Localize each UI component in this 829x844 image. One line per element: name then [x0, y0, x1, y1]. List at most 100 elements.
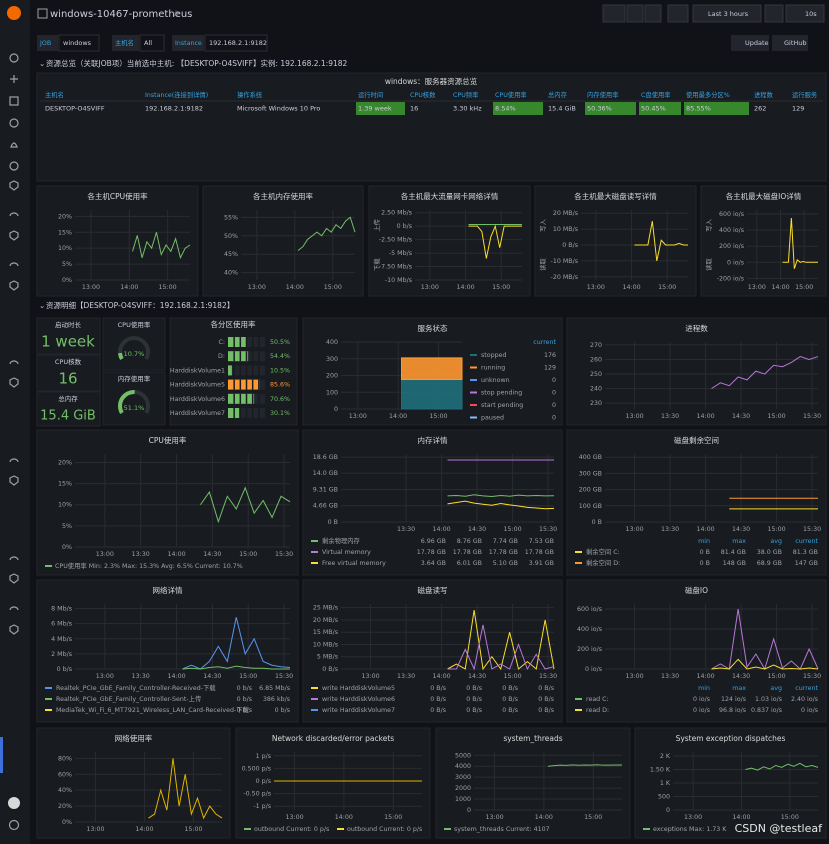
shield-icon[interactable]: [9, 280, 19, 291]
search-icon[interactable]: [9, 53, 19, 63]
panel: [302, 579, 563, 723]
time-picker[interactable]: [692, 4, 762, 23]
partition-bar: [228, 351, 249, 362]
legend-cell[interactable]: outbound Current: 0 p/s: [347, 826, 422, 833]
alert-icon[interactable]: [10, 142, 18, 148]
legend-cell[interactable]: Free virtual memory: [322, 560, 386, 567]
legend-cell[interactable]: unknown: [481, 377, 510, 384]
star-icon[interactable]: ☆: [172, 10, 180, 20]
legend-cell[interactable]: start pending: [481, 402, 523, 409]
legend-cell[interactable]: Virtual memory: [322, 549, 371, 556]
legend-cell[interactable]: CPU使用率 Min: 2.3% Max: 15.3% Avg: 6.5% Cu…: [55, 561, 243, 570]
zoom-out[interactable]: [764, 4, 784, 23]
x-tick-label: 15:00: [384, 814, 402, 821]
table-header: 进程数: [754, 90, 774, 99]
legend-cell[interactable]: read C:: [586, 696, 609, 703]
apps-icon[interactable]: [37, 8, 48, 19]
legend-cell[interactable]: 剩余空间 D:: [586, 558, 620, 567]
shield-icon[interactable]: [9, 624, 19, 635]
github-label[interactable]: GitHub: [784, 39, 807, 47]
legend-cell[interactable]: write HarddiskVolume6: [322, 696, 395, 703]
save-button[interactable]: [626, 4, 644, 23]
explore-icon[interactable]: [9, 118, 19, 128]
gauge-value: [118, 390, 135, 414]
y-tick-label: 5000: [455, 752, 471, 759]
server-icon[interactable]: [9, 606, 19, 611]
shield-icon[interactable]: [9, 180, 19, 191]
shield-icon[interactable]: [9, 475, 19, 486]
tv-button[interactable]: [667, 4, 689, 23]
series-line: [447, 610, 555, 671]
variable-value[interactable]: 192.168.2.1:9182: [209, 39, 267, 47]
row-header[interactable]: ⌄: [39, 59, 45, 68]
create-icon[interactable]: [10, 75, 18, 83]
legend-cell: 147 GB: [795, 560, 818, 567]
graph-button[interactable]: [602, 4, 626, 23]
legend-swatch: [470, 354, 477, 356]
help-icon[interactable]: [8, 819, 20, 831]
legend-cell[interactable]: write HarddiskVolume5: [322, 685, 395, 692]
github-button[interactable]: [772, 35, 808, 51]
variable-select[interactable]: [204, 34, 268, 52]
time-range[interactable]: Last 3 hours: [708, 10, 749, 18]
legend-cell[interactable]: system_threads Current: 4107: [454, 826, 550, 833]
legend-cell: 0 B/s: [538, 696, 554, 703]
variable-label: Instance: [175, 40, 202, 47]
x-tick-label: 13:00: [96, 551, 114, 558]
legend-cell[interactable]: 剩余空间 C:: [586, 547, 620, 556]
panel-title: 内存详情: [418, 435, 448, 445]
legend-cell[interactable]: paused: [481, 415, 504, 422]
logo[interactable]: [7, 6, 21, 20]
series-line: [711, 356, 819, 390]
variable-select[interactable]: [58, 34, 100, 52]
legend-cell: 0 io/s: [693, 707, 710, 714]
legend-cell: 176: [544, 352, 556, 359]
shield-icon[interactable]: [9, 230, 19, 241]
stat-title: 总内存: [58, 394, 78, 403]
row-title[interactable]: 资源总览（关联JOB项）当前选中主机: 【DESKTOP-O4SVIFF】实例:…: [46, 58, 348, 68]
update-button[interactable]: [731, 35, 769, 51]
y-tick-label: 10 MB/s: [553, 226, 578, 233]
settings-button[interactable]: [644, 4, 662, 23]
shield-icon[interactable]: [9, 377, 19, 388]
legend-cell[interactable]: Realtek_PCIe_GbE_Family_Controller-Recei…: [56, 683, 216, 692]
dashboards-icon[interactable]: [9, 96, 19, 106]
legend-cell[interactable]: 剩余物理内存: [322, 536, 360, 545]
variable-value[interactable]: All: [144, 39, 152, 47]
shield-icon[interactable]: [9, 573, 19, 584]
partition-value: 10.5%: [270, 367, 290, 374]
y-tick-label: 0%: [62, 277, 72, 284]
server-icon[interactable]: [9, 458, 19, 463]
row-title[interactable]: 资源明细【DESKTOP-O4SVIFF：192.168.2.1:9182】: [46, 300, 234, 310]
legend-cell[interactable]: Realtek_PCIe_GbE_Family_Controller-Sent-…: [56, 694, 201, 703]
legend-cell[interactable]: MediaTek_Wi_Fi_6_MT7921_Wireless_LAN_Car…: [56, 705, 250, 714]
server-icon[interactable]: [9, 212, 19, 217]
variable-value[interactable]: windows: [63, 39, 92, 47]
refresh-interval[interactable]: 10s: [805, 10, 817, 18]
row-header[interactable]: ⌄: [39, 301, 45, 310]
refresh-picker[interactable]: [785, 4, 825, 23]
server-icon[interactable]: [9, 556, 19, 561]
x-tick-label: 15:30: [803, 526, 821, 533]
x-tick-label: 13:30: [397, 673, 415, 680]
legend-cell[interactable]: outbound Current: 0 p/s: [254, 826, 329, 833]
update-label[interactable]: Update: [745, 39, 769, 47]
server-icon[interactable]: [9, 360, 19, 365]
legend-cell: 0 B/s: [538, 707, 554, 714]
legend-cell[interactable]: running: [481, 365, 505, 372]
server-icon[interactable]: [9, 262, 19, 267]
legend-cell[interactable]: read D:: [586, 707, 609, 714]
avatar[interactable]: [8, 797, 20, 809]
legend-cell[interactable]: exceptions Max: 1.73 K: [653, 826, 727, 833]
x-tick-label: 14:00: [771, 284, 789, 291]
y-tick-label: 18.6 GB: [313, 454, 338, 461]
variable-select[interactable]: [139, 34, 165, 52]
legend-cell[interactable]: write HarddiskVolume7: [322, 707, 395, 714]
y-tick-label: 2000: [455, 785, 471, 792]
legend-cell[interactable]: stop pending: [481, 390, 522, 397]
config-icon[interactable]: [9, 161, 19, 171]
table-cell[interactable]: 192.168.2.1:9182: [145, 105, 203, 113]
dashboard-title[interactable]: windows-10467-prometheus: [50, 9, 192, 20]
x-tick-label: 13:00: [587, 284, 605, 291]
legend-cell[interactable]: stopped: [481, 352, 506, 359]
